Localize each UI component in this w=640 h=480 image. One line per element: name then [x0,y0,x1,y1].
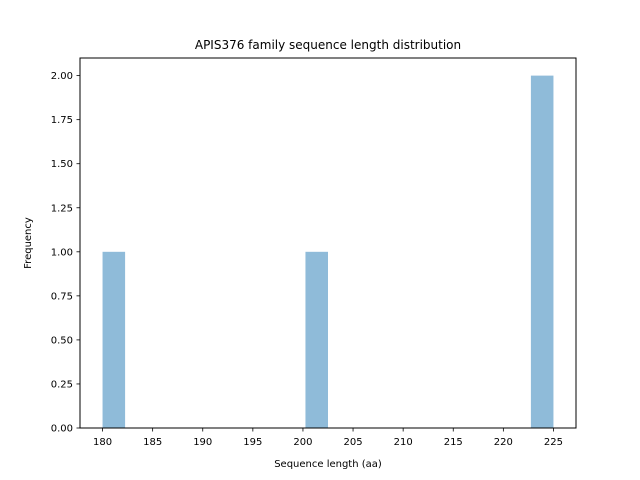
x-tick-label: 185 [143,437,162,448]
y-tick-label: 0.75 [51,291,73,302]
x-tick-label: 215 [444,437,463,448]
y-tick-label: 0.50 [51,335,73,346]
y-tick-label: 1.50 [51,159,73,170]
x-tick-label: 210 [394,437,413,448]
y-tick-label: 1.75 [51,115,73,126]
x-axis-ticks: 180 185 190 195 200 205 210 215 220 225 [93,428,563,448]
chart-title: APIS376 family sequence length distribut… [195,38,461,52]
histogram-bar-1 [102,251,126,428]
y-tick-label: 1.00 [51,247,73,258]
y-tick-label: 2.00 [51,71,73,82]
y-tick-label: 0.25 [51,379,73,390]
x-axis-label: Sequence length (aa) [274,459,382,470]
x-tick-label: 220 [494,437,513,448]
x-tick-label: 200 [293,437,312,448]
y-axis-label: Frequency [23,217,34,269]
y-axis-ticks: 0.00 0.25 0.50 0.75 1.00 1.25 1.50 1.75 2.00 [51,71,80,435]
x-tick-label: 195 [243,437,262,448]
histogram-bar-3 [530,75,554,428]
plot-frame [79,57,577,429]
x-tick-label: 225 [544,437,563,448]
y-tick-label: 0.00 [51,424,73,435]
y-tick-label: 1.25 [51,203,73,214]
bars-group [102,75,554,428]
x-tick-label: 180 [93,437,112,448]
x-tick-label: 205 [344,437,363,448]
x-tick-label: 190 [193,437,212,448]
histogram-bar-2 [305,251,328,428]
